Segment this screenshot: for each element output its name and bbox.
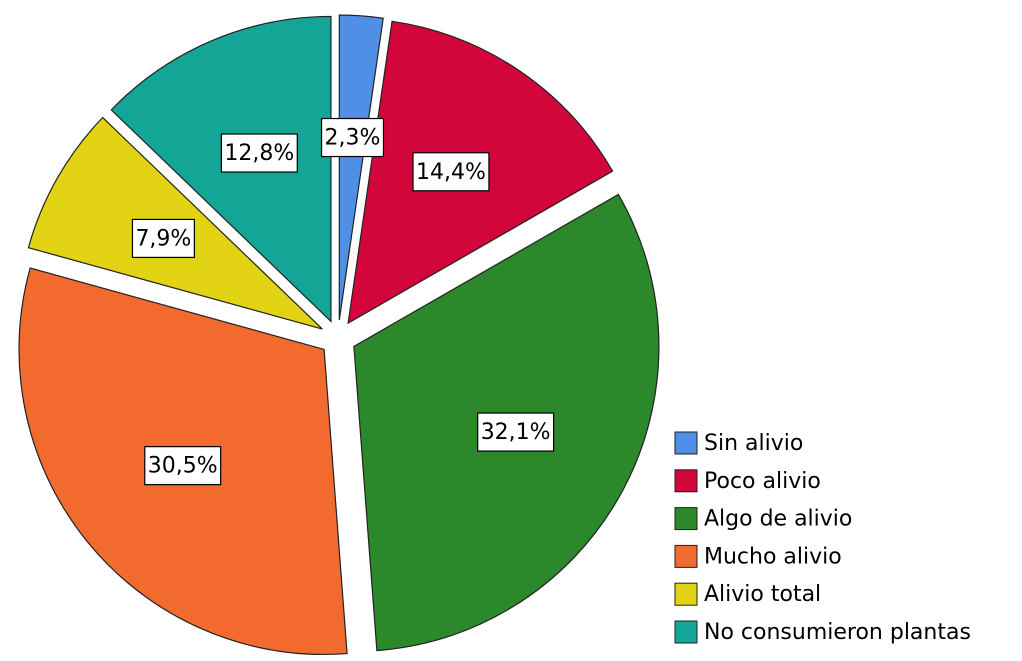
label-box [144, 446, 222, 486]
legend-label: Algo de alivio [704, 507, 852, 532]
slice-label-text: 30,5% [148, 454, 218, 479]
legend-label: No consumieron plantas [704, 620, 971, 645]
legend-label: Mucho alivio [704, 544, 842, 569]
label-box [320, 117, 385, 158]
slice-label-text: 14,4% [416, 160, 486, 185]
legend-swatch [674, 544, 698, 568]
slice-label: 7,9% [131, 218, 195, 259]
legend-swatch [674, 431, 698, 455]
label-box [220, 133, 298, 173]
legend-swatch [674, 469, 698, 493]
legend-label: Poco alivio [704, 469, 821, 494]
slice-label-text: 2,3% [325, 126, 381, 151]
pie-slice [338, 14, 384, 321]
legend-label: Alivio total [704, 582, 821, 607]
legend-swatch [674, 507, 698, 531]
label-box [131, 218, 195, 259]
slice-label: 14,4% [412, 152, 490, 192]
legend-swatch [674, 620, 698, 644]
label-box [477, 412, 555, 452]
slice-label: 12,8% [220, 133, 298, 173]
legend-label: Sin alivio [704, 431, 803, 456]
legend-swatch [674, 582, 698, 606]
label-box [412, 152, 490, 192]
slice-label-text: 12,8% [224, 141, 294, 166]
slice-label-text: 32,1% [481, 420, 551, 445]
slice-label: 2,3% [320, 117, 385, 158]
slice-label-text: 7,9% [135, 226, 191, 251]
slice-label: 32,1% [477, 412, 555, 452]
slice-label: 30,5% [144, 446, 222, 486]
